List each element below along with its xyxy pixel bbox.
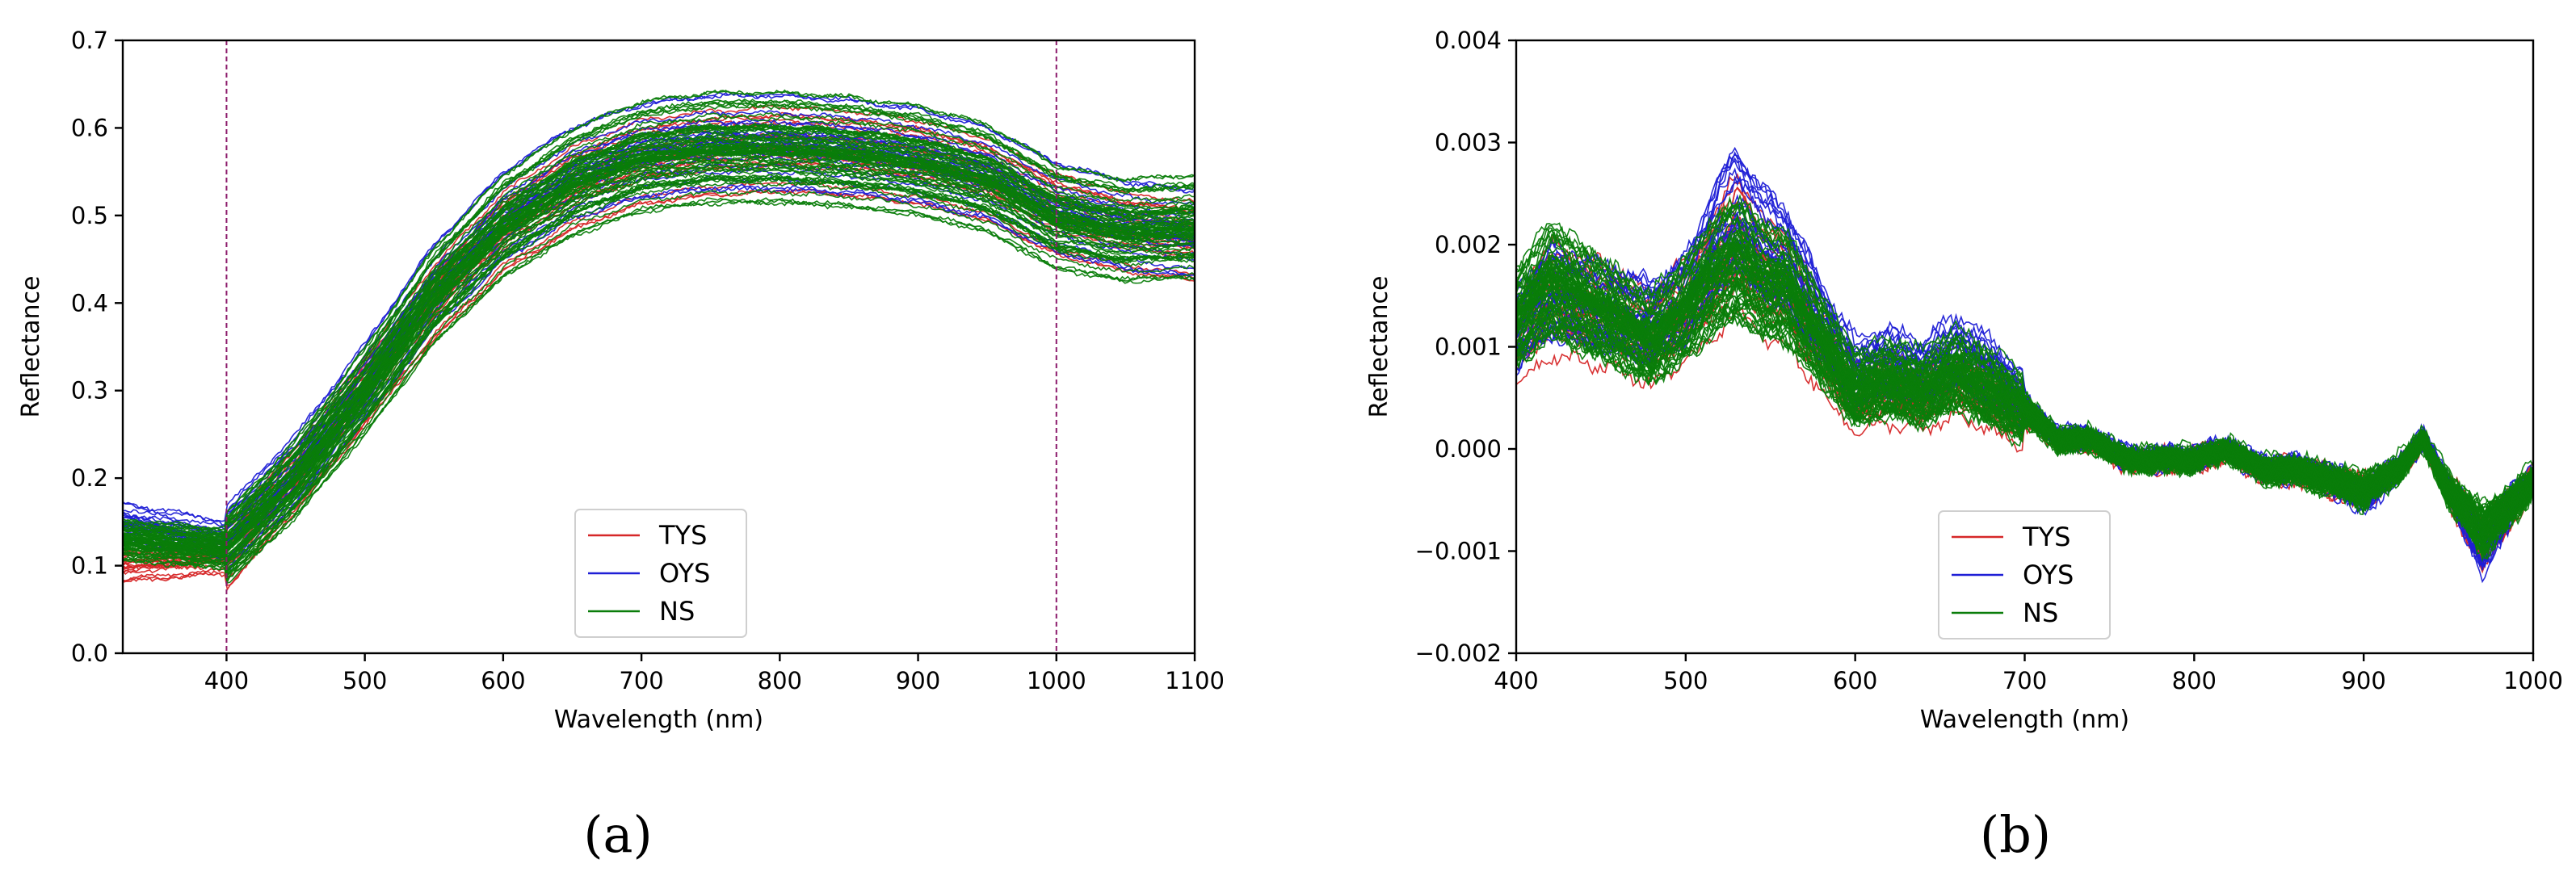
series-line	[123, 132, 1195, 546]
series-ns	[1516, 194, 2533, 563]
series-line	[123, 199, 1195, 584]
panel-label: (b)	[1980, 805, 2051, 864]
series-line	[123, 174, 1195, 572]
series-line	[123, 181, 1195, 576]
series-line	[123, 181, 1195, 586]
series-line	[123, 124, 1195, 552]
y-tick-label: 0.2	[71, 464, 108, 492]
y-tick-label: 0.004	[1435, 27, 1502, 54]
y-tick-label: 0.6	[71, 114, 108, 141]
y-tick-label: 0.5	[71, 202, 108, 229]
series-line	[123, 175, 1195, 577]
series-line	[123, 188, 1195, 578]
chart-b: 400 500 600 700 800 900 1000 −0.002 −0.001 0.000 0…	[1365, 27, 2563, 864]
series-line	[123, 136, 1195, 554]
x-tick-label: 600	[1833, 667, 1877, 694]
chart-a: 400 500 600 700 800 900 1000 1100 0.0 0.1 0.2 0.3 0.…	[17, 27, 1225, 864]
x-tick-label: 500	[342, 667, 387, 694]
x-axis-label: Wavelength (nm)	[1920, 706, 2129, 734]
legend-label: NS	[659, 596, 695, 627]
data-lines	[123, 89, 1195, 592]
legend-box	[574, 509, 747, 638]
x-axis-label: Wavelength (nm)	[554, 706, 763, 734]
legend: TYS OYS NS	[574, 509, 747, 638]
x-tick-label: 1100	[1165, 667, 1225, 694]
series-line	[123, 99, 1195, 537]
legend-label: OYS	[659, 558, 710, 589]
y-tick-label: −0.002	[1415, 639, 1502, 667]
series-line	[123, 111, 1195, 539]
y-tick-label: 0.3	[71, 377, 108, 405]
y-tick-label: −0.001	[1415, 538, 1502, 565]
series-line	[1516, 312, 2533, 518]
series-line	[123, 137, 1195, 550]
legend: TYS OYS NS	[1938, 510, 2111, 639]
series-line	[1516, 225, 2533, 536]
legend-label: TYS	[658, 520, 707, 551]
y-tick-label: 0.001	[1435, 333, 1502, 361]
legend-label: NS	[2023, 598, 2058, 628]
series-ns	[123, 89, 1195, 585]
x-tick-label: 400	[1494, 667, 1538, 694]
x-tick-label: 700	[619, 667, 663, 694]
series-line	[123, 198, 1195, 585]
axes-frame	[121, 39, 1196, 655]
series-line	[1516, 244, 2533, 556]
x-tick-label: 800	[758, 667, 802, 694]
legend-label: OYS	[2023, 560, 2074, 590]
y-axis-label: Reflectance	[17, 276, 45, 418]
y-tick-label: 0.0	[71, 639, 108, 667]
series-line	[123, 163, 1195, 557]
x-tick-label: 500	[1663, 667, 1708, 694]
series-line	[123, 99, 1195, 538]
series-line	[123, 144, 1195, 547]
y-tick-label: 0.003	[1435, 129, 1502, 157]
series-line	[1516, 291, 2533, 513]
series-line	[1516, 242, 2533, 535]
x-tick-label: 900	[2341, 667, 2385, 694]
x-tick-label: 400	[204, 667, 249, 694]
panel-label: (a)	[583, 805, 652, 864]
x-tick-label: 900	[896, 667, 940, 694]
series-line	[1516, 203, 2533, 551]
y-axis-label: Reflectance	[1365, 276, 1393, 418]
x-tick-label: 600	[481, 667, 525, 694]
series-line	[123, 152, 1195, 560]
y-tick-label: 0.000	[1435, 435, 1502, 463]
legend-label: TYS	[2022, 522, 2070, 552]
y-tick-label: 0.4	[71, 289, 108, 317]
series-line	[123, 155, 1195, 552]
series-line	[123, 150, 1195, 556]
x-tick-label: 1000	[1027, 667, 1086, 694]
x-tick-label: 800	[2172, 667, 2217, 694]
data-lines	[1516, 146, 2533, 584]
x-tick-label: 1000	[2503, 667, 2563, 694]
series-line	[123, 144, 1195, 543]
legend-box	[1938, 510, 2111, 639]
y-tick-label: 0.7	[71, 27, 108, 54]
y-tick-label: 0.002	[1435, 231, 1502, 258]
series-line	[123, 90, 1195, 530]
x-tick-label: 700	[2002, 667, 2047, 694]
series-line	[1516, 202, 2533, 553]
y-tick-label: 0.1	[71, 552, 108, 580]
